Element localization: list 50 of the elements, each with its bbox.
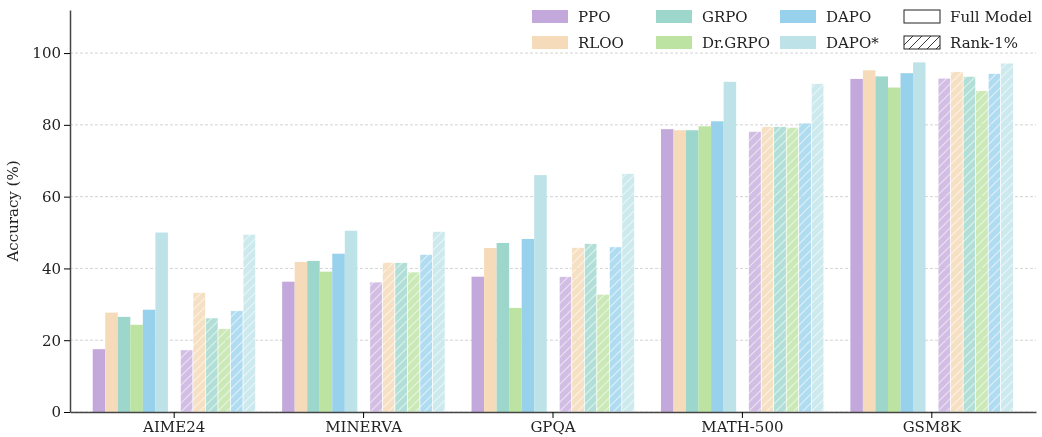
bar — [711, 121, 724, 412]
bar — [887, 87, 901, 412]
bar — [294, 261, 308, 412]
legend-label: DAPO — [826, 7, 872, 26]
legend-label: PPO — [578, 7, 611, 26]
legend-label: Dr.GRPO — [702, 33, 770, 52]
bar — [130, 324, 143, 412]
y-tick-label: 60 — [41, 187, 61, 206]
x-tick-label: MATH-500 — [701, 417, 784, 436]
bar — [875, 76, 888, 412]
y-axis-title: Accuracy (%) — [4, 160, 22, 263]
bar — [307, 260, 320, 412]
x-tick-label: GPQA — [530, 417, 576, 436]
legend-label: GRPO — [702, 7, 748, 26]
x-tick-label: AIME24 — [142, 417, 206, 436]
x-tick-label: MINERVA — [325, 417, 403, 436]
annotation: Rank-1% — [950, 33, 1018, 52]
bar — [344, 230, 358, 412]
y-tick-label: 100 — [32, 44, 61, 63]
bar — [723, 81, 737, 412]
y-tick-label: 40 — [41, 259, 61, 278]
bar — [534, 175, 547, 412]
bar — [484, 247, 497, 412]
bar — [913, 62, 926, 412]
y-tick-label: 80 — [41, 116, 61, 135]
bar — [155, 232, 168, 412]
bar — [282, 281, 295, 412]
bar — [850, 78, 863, 412]
x-tick-label: GSM8K — [902, 417, 962, 436]
bar — [471, 276, 485, 412]
bar — [142, 309, 156, 412]
y-tick-label: 0 — [51, 403, 61, 422]
bar — [686, 130, 699, 412]
bar — [521, 239, 535, 412]
bar — [698, 126, 712, 412]
bar — [105, 312, 118, 412]
legend-label: RLOO — [578, 33, 624, 52]
bar — [673, 130, 687, 412]
bar — [496, 242, 510, 412]
bar — [862, 70, 876, 412]
bar — [660, 129, 674, 412]
bar — [332, 253, 345, 412]
bar — [509, 307, 522, 412]
annotation: Full Model — [950, 7, 1033, 26]
bar — [117, 316, 131, 412]
bar — [900, 73, 914, 412]
bar — [319, 271, 333, 412]
y-tick-label: 20 — [41, 331, 61, 350]
bar — [92, 349, 106, 412]
legend-label: DAPO* — [826, 33, 880, 52]
